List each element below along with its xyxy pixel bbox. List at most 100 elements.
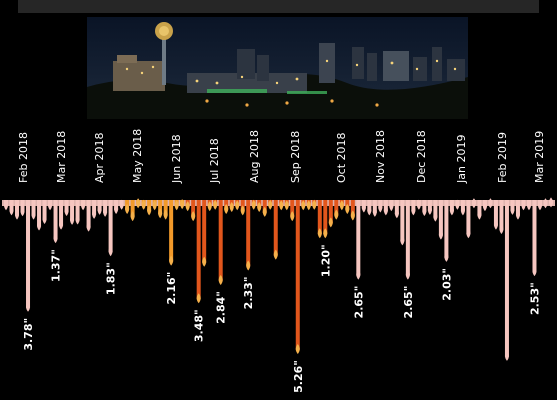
rain-drop	[433, 211, 438, 222]
rain-bar	[438, 200, 443, 236]
rain-drop	[526, 200, 531, 211]
rain-drop	[532, 266, 537, 277]
rain-drop	[471, 198, 476, 209]
rain-drop	[141, 199, 146, 210]
rain-drop	[86, 221, 91, 232]
rain-bar	[158, 200, 163, 215]
data-label: 2.53"	[528, 282, 541, 315]
data-label: 1.37"	[50, 249, 63, 282]
rain-bar	[400, 200, 405, 242]
rain-drop	[108, 246, 113, 257]
rain-drop	[328, 217, 333, 228]
rain-drop	[367, 205, 372, 216]
rain-drop	[422, 205, 427, 216]
rain-bar	[493, 200, 498, 226]
month-axis-labels: Feb 2018 Mar 2018 Apr 2018 May 2018 Jun …	[17, 129, 546, 184]
rain-drop	[493, 219, 498, 230]
rain-drop	[411, 205, 416, 216]
rain-bar	[15, 200, 20, 216]
rain-bar	[169, 200, 174, 262]
data-label: 3.78"	[22, 318, 35, 351]
rain-drop	[295, 344, 300, 354]
rain-drop	[549, 197, 553, 208]
rain-drop	[15, 209, 20, 220]
rain-drop	[400, 235, 405, 246]
rain-drop	[207, 201, 212, 212]
rain-bar	[323, 200, 328, 235]
rain-drop	[312, 199, 317, 210]
rain-drop	[515, 209, 520, 220]
rain-drop	[290, 211, 295, 222]
baseline-strip	[2, 200, 555, 206]
rain-bar	[273, 200, 278, 256]
rain-drop	[4, 200, 8, 211]
rain-bar	[295, 200, 300, 350]
rain-drop	[9, 205, 14, 216]
rain-bars	[2, 197, 555, 361]
rain-drop	[444, 251, 449, 262]
rain-bar	[262, 200, 267, 213]
rain-bar	[356, 200, 361, 276]
rain-drop	[196, 293, 201, 304]
rain-drop	[394, 208, 399, 219]
rain-bar	[444, 200, 449, 258]
rain-drop	[240, 205, 245, 216]
data-label: 2.65"	[352, 286, 365, 319]
rain-drop	[455, 199, 460, 210]
rain-bar	[53, 200, 58, 240]
rain-bar	[372, 200, 377, 213]
rain-drop	[20, 206, 25, 217]
rain-bar	[37, 200, 42, 227]
rain-drop	[323, 228, 328, 239]
rain-drop	[488, 198, 493, 209]
data-label: 1.83"	[105, 262, 118, 295]
rain-drop	[345, 203, 350, 214]
rain-drop	[339, 200, 344, 211]
rain-drop	[224, 203, 229, 214]
rain-drop	[26, 301, 31, 312]
rain-drop	[235, 200, 240, 211]
rain-bar	[70, 200, 75, 221]
rain-bar	[59, 200, 64, 226]
rain-drop	[273, 249, 278, 260]
rain-drop	[356, 269, 361, 280]
rain-drop	[37, 220, 42, 231]
rain-bar	[75, 200, 80, 221]
rain-drop	[174, 200, 179, 211]
rain-drop	[416, 199, 421, 210]
rain-bar	[202, 200, 207, 263]
rain-drop	[499, 223, 504, 234]
rain-bar	[532, 200, 537, 273]
rain-drop	[103, 206, 108, 217]
rain-bar	[350, 200, 355, 217]
month-label: Jan 2019	[455, 135, 468, 184]
rain-drop	[372, 206, 377, 217]
rain-drop	[383, 205, 388, 216]
month-label: Feb 2018	[17, 132, 30, 183]
rain-drop	[59, 219, 64, 230]
rain-drop	[334, 209, 339, 220]
rain-drop	[268, 199, 273, 210]
rain-bar	[31, 200, 36, 216]
rain-drop	[350, 210, 355, 221]
month-label: Sep 2018	[289, 131, 302, 183]
data-label: 2.65"	[402, 286, 415, 319]
rain-drop	[301, 200, 306, 211]
rain-drop	[48, 200, 53, 211]
data-label: 2.16"	[165, 272, 178, 305]
rain-bar	[20, 200, 25, 213]
rain-drop	[510, 204, 515, 215]
rain-drop	[504, 350, 509, 361]
rain-drop	[284, 200, 289, 211]
month-label: Apr 2018	[93, 132, 106, 183]
rain-drop	[482, 201, 487, 212]
rain-drop	[64, 205, 69, 216]
month-label: Dec 2018	[415, 130, 428, 183]
rain-bar	[433, 200, 438, 218]
rain-drop	[251, 199, 256, 210]
rain-bar	[317, 200, 322, 235]
rain-drop	[477, 209, 482, 220]
rain-bar	[466, 200, 471, 235]
rain-drop	[97, 204, 102, 215]
rain-bar	[130, 200, 135, 218]
